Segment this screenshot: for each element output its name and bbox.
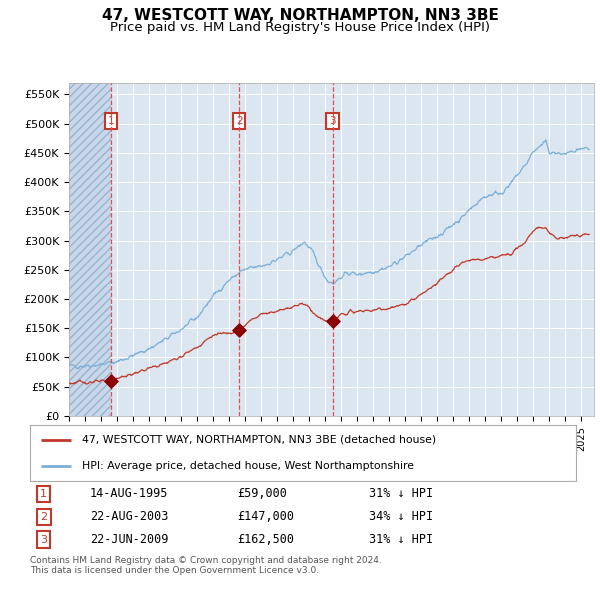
Text: £147,000: £147,000 — [238, 510, 295, 523]
Text: 3: 3 — [40, 535, 47, 545]
Text: Contains HM Land Registry data © Crown copyright and database right 2024.
This d: Contains HM Land Registry data © Crown c… — [30, 556, 382, 575]
Text: 3: 3 — [329, 116, 336, 126]
Text: 31% ↓ HPI: 31% ↓ HPI — [368, 533, 433, 546]
Point — [328, 316, 337, 326]
Text: 47, WESTCOTT WAY, NORTHAMPTON, NN3 3BE (detached house): 47, WESTCOTT WAY, NORTHAMPTON, NN3 3BE (… — [82, 435, 436, 445]
Text: 2: 2 — [40, 512, 47, 522]
Text: 22-AUG-2003: 22-AUG-2003 — [90, 510, 169, 523]
Point — [106, 377, 116, 386]
Point — [235, 325, 244, 335]
Text: 22-JUN-2009: 22-JUN-2009 — [90, 533, 169, 546]
Text: 1: 1 — [107, 116, 114, 126]
Text: 14-AUG-1995: 14-AUG-1995 — [90, 487, 169, 500]
Text: 2: 2 — [236, 116, 242, 126]
Text: HPI: Average price, detached house, West Northamptonshire: HPI: Average price, detached house, West… — [82, 461, 414, 471]
Text: 47, WESTCOTT WAY, NORTHAMPTON, NN3 3BE: 47, WESTCOTT WAY, NORTHAMPTON, NN3 3BE — [101, 8, 499, 22]
Text: £162,500: £162,500 — [238, 533, 295, 546]
Text: £59,000: £59,000 — [238, 487, 287, 500]
Text: 1: 1 — [40, 489, 47, 499]
Text: Price paid vs. HM Land Registry's House Price Index (HPI): Price paid vs. HM Land Registry's House … — [110, 21, 490, 34]
Text: 34% ↓ HPI: 34% ↓ HPI — [368, 510, 433, 523]
Bar — [69, 83, 111, 416]
Text: 31% ↓ HPI: 31% ↓ HPI — [368, 487, 433, 500]
